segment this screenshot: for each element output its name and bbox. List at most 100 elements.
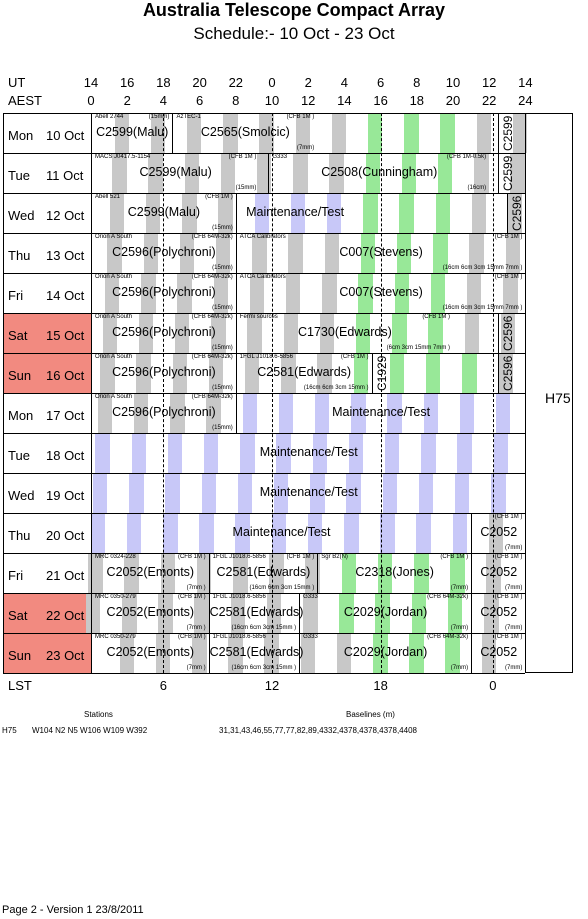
booking-receiver: (CFB 1M ) — [177, 634, 206, 640]
time-band — [423, 394, 439, 433]
time-band — [244, 354, 260, 393]
time-band — [184, 154, 199, 193]
booking-source: Orion A South — [95, 394, 133, 400]
time-band — [167, 434, 183, 473]
day-date: 15 Oct — [46, 328, 85, 343]
booking-block: Maintenance/Test — [91, 513, 471, 553]
config-box — [525, 113, 574, 673]
day-date: 21 Oct — [46, 568, 85, 583]
day-row-frame — [91, 473, 526, 513]
booking-block: C2596 — [498, 353, 525, 393]
booking-receiver: (CFB 1M ) — [177, 554, 206, 560]
time-band — [466, 274, 482, 313]
lst-dashed-line — [163, 113, 165, 673]
time-band — [254, 194, 270, 233]
booking-project-vertical: C2599 — [501, 155, 516, 191]
booking-bands: (15mm) — [212, 305, 233, 311]
time-band — [102, 314, 118, 353]
time-band — [459, 394, 475, 433]
ut-tick-label: 2 — [304, 75, 312, 90]
time-band — [336, 634, 352, 673]
booking-receiver: (15mm) — [148, 114, 170, 120]
booking-source: ATCA Calibrators — [239, 234, 286, 240]
day-date: 11 Oct — [46, 168, 84, 183]
time-band — [143, 234, 159, 273]
day-date: 12 Oct — [46, 208, 85, 223]
booking-project: C2581(Edwards) — [257, 365, 352, 379]
booking-receiver: (CFB 1M ) — [286, 554, 315, 560]
time-band — [450, 554, 465, 593]
lst-tick-label: 0 — [489, 678, 497, 693]
time-band — [186, 114, 202, 153]
day-label-cell: Tue 18 Oct — [3, 433, 91, 473]
time-band — [348, 434, 364, 473]
lst-dashed-line — [380, 113, 382, 673]
page-title: Australia Telescope Compact Array — [142, 0, 446, 20]
booking-source: AzTEC-1 — [176, 114, 201, 120]
day-date: 18 Oct — [46, 448, 85, 463]
day-row-frame — [91, 193, 526, 233]
ut-tick-label: 22 — [228, 75, 244, 90]
booking-project: Maintenance/Test — [259, 485, 358, 499]
day-label: Mon — [8, 128, 34, 143]
booking-block: C2029(Jordan) G333 (CFB 64M-32k) (7mm) — [299, 593, 471, 633]
time-band — [341, 554, 357, 593]
time-band — [199, 514, 214, 553]
booking-receiver: (CFB 64M-32k) — [191, 234, 233, 240]
time-band — [134, 394, 149, 433]
day-label: Fri — [8, 568, 24, 583]
time-band — [375, 594, 390, 633]
time-band — [95, 434, 110, 473]
booking-project: C2565(Smolcic) — [200, 125, 290, 139]
ut-tick-label: 14 — [83, 75, 99, 90]
time-band — [126, 514, 142, 553]
time-band — [367, 114, 383, 153]
time-band — [213, 274, 229, 313]
booking-project: C2318(Jones) — [355, 565, 434, 579]
booking-project: C2599(Malu) — [96, 125, 169, 139]
ut-axis-label: UT — [8, 75, 26, 90]
booking-project: C2029(Jordan) — [343, 645, 428, 659]
day-label-cell: Wed 12 Oct — [3, 193, 91, 233]
booking-bands: (16cm 6cm 3cm 15mm 7mm ) — [442, 265, 523, 271]
time-band — [452, 514, 468, 553]
time-band — [404, 114, 419, 153]
time-band — [418, 474, 434, 513]
time-band — [247, 314, 262, 353]
booking-project: Maintenance/Test — [246, 205, 345, 219]
booking-project: C2599(Malu) — [139, 165, 212, 179]
time-band — [148, 154, 163, 193]
day-date: 10 Oct — [46, 128, 85, 143]
time-band — [310, 474, 325, 513]
booking-bands: (7mm) — [505, 585, 523, 591]
time-band — [440, 114, 455, 153]
day-label: Wed — [8, 208, 35, 223]
ut-tick-label: 12 — [481, 75, 497, 90]
time-band — [182, 194, 197, 233]
time-band — [505, 234, 521, 273]
time-band — [100, 354, 115, 393]
booking-project: C2581(Edwards) — [216, 565, 311, 579]
booking-bands: (16cm 6cm 3cm 15mm ) — [249, 585, 315, 591]
aest-tick-label: 8 — [232, 93, 240, 108]
time-band — [421, 434, 436, 473]
config-name: H75 — [2, 726, 17, 735]
time-band — [278, 394, 294, 433]
time-band — [264, 634, 279, 673]
booking-bands: (16cm) — [467, 185, 487, 191]
ut-tick-label: 18 — [156, 75, 171, 90]
day-row-frame — [91, 593, 526, 633]
day-label: Wed — [8, 488, 35, 503]
time-band — [290, 194, 306, 233]
time-band — [215, 234, 231, 273]
booking-receiver: (CFB 1M ) — [494, 634, 523, 640]
time-band — [433, 234, 448, 273]
booking-block: C2052 (CFB 1M ) (7mm) — [471, 553, 525, 593]
time-band — [457, 434, 472, 473]
booking-source: 1FGL J1018.6-5856 — [212, 634, 266, 640]
booking-bands: (7mm) — [450, 625, 469, 631]
booking-receiver: (CFB 64M-32k) — [191, 314, 233, 320]
day-label-cell: Fri 21 Oct — [3, 553, 91, 593]
time-band — [503, 274, 518, 313]
day-row-frame — [91, 273, 526, 313]
